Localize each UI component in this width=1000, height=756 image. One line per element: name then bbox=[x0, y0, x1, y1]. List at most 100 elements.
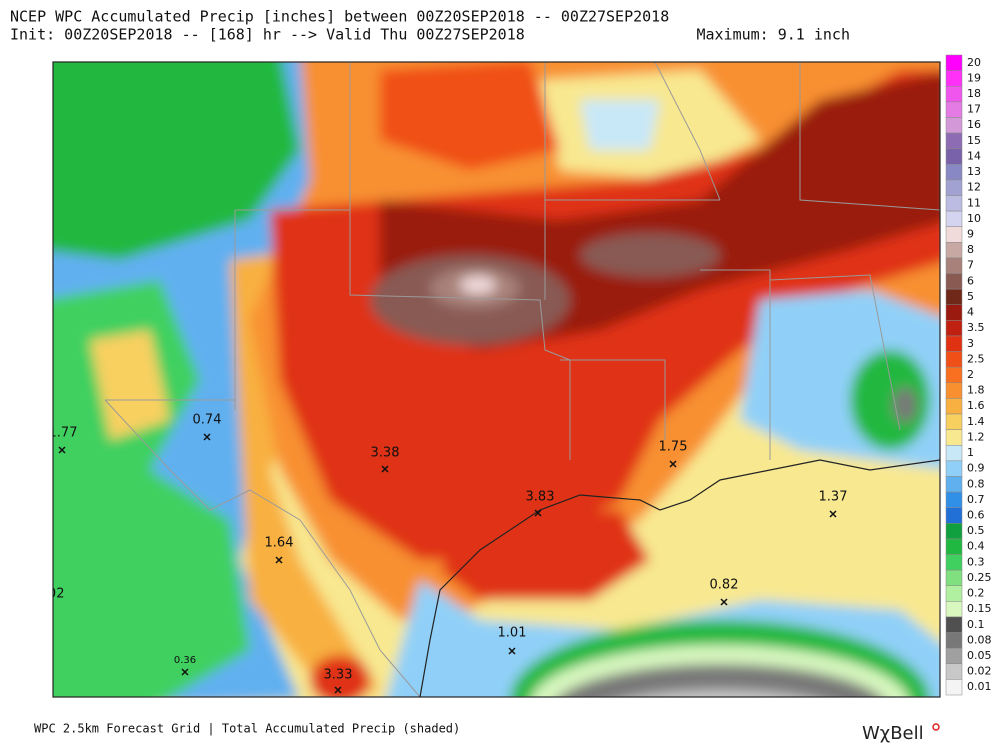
colorbar-label: 8 bbox=[967, 243, 974, 256]
colorbar-label: 0.08 bbox=[967, 633, 992, 646]
colorbar-swatch bbox=[945, 320, 963, 337]
colorbar-swatch bbox=[945, 351, 963, 368]
precip-shading bbox=[53, 62, 940, 697]
colorbar-swatch bbox=[945, 523, 963, 540]
station-value: 0.02 bbox=[36, 587, 65, 602]
colorbar-label: 0.25 bbox=[967, 571, 992, 584]
colorbar: 20 19 18 17 16 15 14 13 12 11 10 9 8 7 6 5 4 3.5 3 2.5 2 1.8 1… bbox=[945, 54, 992, 696]
station-value: 0.82 bbox=[710, 578, 739, 593]
station-marker bbox=[334, 686, 342, 694]
colorbar-swatch bbox=[945, 679, 963, 696]
map-frame bbox=[52, 61, 941, 698]
colorbar-swatch bbox=[945, 538, 963, 555]
colorbar-swatch bbox=[945, 585, 963, 602]
colorbar-label: 3 bbox=[967, 337, 974, 350]
station-value: 3.83 bbox=[526, 490, 555, 505]
colorbar-label: 0.9 bbox=[967, 462, 985, 475]
colorbar-label: 1.4 bbox=[967, 415, 985, 428]
station-marker bbox=[381, 465, 389, 473]
colorbar-label: 1.6 bbox=[967, 399, 985, 412]
station-marker bbox=[58, 446, 66, 454]
colorbar-label: 13 bbox=[967, 165, 981, 178]
colorbar-label: 1.2 bbox=[967, 430, 985, 443]
colorbar-label: 18 bbox=[967, 87, 981, 100]
colorbar-label: 0.1 bbox=[967, 618, 985, 631]
colorbar-label: 19 bbox=[967, 71, 981, 84]
colorbar-swatch bbox=[945, 335, 963, 352]
colorbar-label: 0.15 bbox=[967, 602, 992, 615]
precip-map bbox=[53, 62, 940, 697]
station-value: 1.77 bbox=[49, 426, 78, 441]
colorbar-swatch bbox=[945, 70, 963, 87]
colorbar-swatch bbox=[945, 164, 963, 181]
colorbar-label: 1 bbox=[967, 446, 974, 459]
colorbar-swatch bbox=[945, 413, 963, 430]
colorbar-label: 0.01 bbox=[967, 680, 992, 693]
colorbar-label: 2.5 bbox=[967, 352, 985, 365]
colorbar-swatch bbox=[945, 273, 963, 290]
colorbar-swatch bbox=[945, 554, 963, 571]
colorbar-label: 14 bbox=[967, 149, 981, 162]
colorbar-swatch bbox=[945, 257, 963, 274]
colorbar-label: 5 bbox=[967, 290, 974, 303]
colorbar-swatch bbox=[945, 601, 963, 618]
colorbar-swatch bbox=[945, 569, 963, 586]
colorbar-swatch bbox=[945, 226, 963, 243]
colorbar-label: 0.8 bbox=[967, 477, 985, 490]
colorbar-swatch bbox=[945, 663, 963, 680]
colorbar-label: 9 bbox=[967, 228, 974, 241]
logo-dot bbox=[932, 723, 940, 731]
colorbar-swatch bbox=[945, 647, 963, 665]
colorbar-label: 0.2 bbox=[967, 587, 985, 600]
colorbar-swatch bbox=[945, 476, 963, 493]
header-maximum: Maximum: 9.1 inch bbox=[696, 26, 850, 44]
colorbar-label: 16 bbox=[967, 118, 981, 131]
station-marker bbox=[181, 668, 189, 676]
colorbar-swatch bbox=[945, 507, 963, 524]
colorbar-swatch bbox=[945, 304, 963, 321]
station-value: 1.75 bbox=[659, 440, 688, 455]
station-value: 0.74 bbox=[193, 413, 222, 428]
colorbar-label: 17 bbox=[967, 103, 981, 116]
station-marker bbox=[275, 556, 283, 564]
colorbar-swatch bbox=[945, 54, 963, 71]
colorbar-swatch bbox=[945, 632, 963, 649]
station-marker bbox=[508, 647, 516, 655]
colorbar-label: 12 bbox=[967, 181, 981, 194]
colorbar-label: 0.6 bbox=[967, 508, 985, 521]
station-value: 0.36 bbox=[174, 655, 196, 666]
colorbar-swatch bbox=[945, 366, 963, 384]
station-value: 3.38 bbox=[371, 446, 400, 461]
colorbar-swatch bbox=[945, 242, 963, 259]
colorbar-swatch bbox=[945, 491, 963, 508]
colorbar-swatch bbox=[945, 148, 963, 165]
colorbar-label: 0.02 bbox=[967, 665, 992, 678]
colorbar-label: 3.5 bbox=[967, 321, 985, 334]
colorbar-label: 20 bbox=[967, 56, 981, 69]
footer: WPC 2.5km Forecast Grid | Total Accumula… bbox=[34, 722, 460, 736]
colorbar-swatch bbox=[945, 382, 963, 399]
colorbar-label: 6 bbox=[967, 274, 974, 287]
colorbar-label: 4 bbox=[967, 306, 974, 319]
colorbar-swatch bbox=[945, 616, 963, 633]
colorbar-label: 1.8 bbox=[967, 384, 985, 397]
colorbar-swatch bbox=[945, 117, 963, 134]
header-line2: Init: 00Z20SEP2018 -- [168] hr --> Valid… bbox=[10, 26, 525, 44]
station-marker bbox=[829, 510, 837, 518]
colorbar-label: 2 bbox=[967, 368, 974, 381]
colorbar-label: 15 bbox=[967, 134, 981, 147]
station-marker bbox=[669, 460, 677, 468]
colorbar-swatch bbox=[945, 210, 963, 227]
colorbar-swatch bbox=[945, 398, 963, 415]
station-labels: 1.77 0.74 3.38 3.83 1.75 1.37 1.64 0.82 1.01 0.36… bbox=[36, 413, 847, 694]
station-marker bbox=[203, 433, 211, 441]
colorbar-label: 10 bbox=[967, 212, 981, 225]
colorbar-swatch bbox=[945, 179, 963, 196]
station-value: 1.01 bbox=[498, 626, 527, 641]
colorbar-label: 0.3 bbox=[967, 555, 985, 568]
colorbar-swatch bbox=[945, 132, 963, 149]
station-value: 3.33 bbox=[324, 668, 353, 683]
colorbar-label: 0.05 bbox=[967, 649, 992, 662]
colorbar-swatch bbox=[945, 195, 963, 212]
